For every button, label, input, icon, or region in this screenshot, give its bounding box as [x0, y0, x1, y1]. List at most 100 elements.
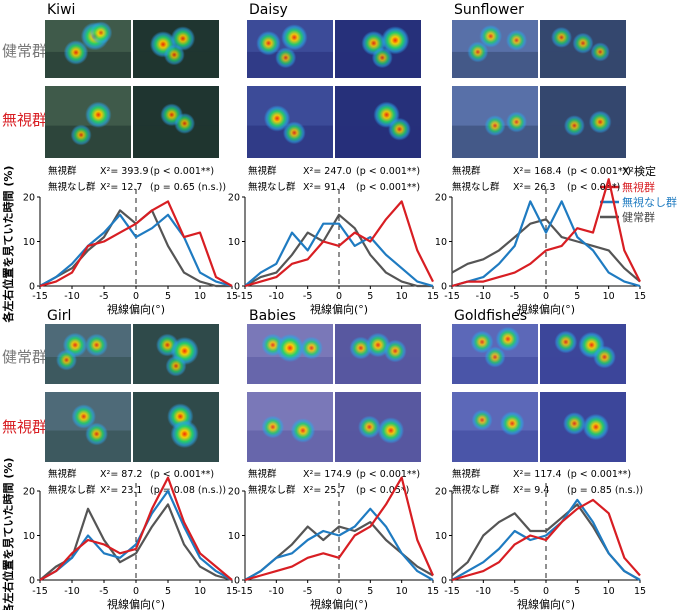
heatmap-shade [335, 430, 421, 462]
fixation-hotspot [506, 111, 527, 133]
y-tick-label: 20 [228, 193, 240, 204]
fixation-hotspot [588, 110, 612, 134]
x-tick-label: -5 [99, 291, 108, 302]
stat-chi2: X²= 393.9 [100, 166, 149, 177]
y-tick-label: 20 [23, 193, 35, 204]
stat-p: (p < 0.001**) [356, 182, 420, 193]
stat-chi2: X²= 87.2 [100, 469, 142, 480]
y-axis-label-top: 各左右位置を見ていた時間 (%) [1, 166, 15, 324]
stat-p: (p = 0.08 (n.s.)) [150, 485, 226, 496]
fixation-hotspot [256, 30, 281, 56]
fixation-hotspot [388, 117, 411, 141]
stat-group: 無視なし群 [248, 484, 296, 496]
panel-title: Sunflower [454, 2, 524, 18]
x-tick-label: 10 [603, 291, 615, 302]
fixation-hotspot [282, 121, 306, 145]
fixation-hotspot [506, 29, 527, 51]
row-label-neglect-bottom: 無視群 [2, 418, 47, 436]
fixation-hotspot [563, 115, 585, 137]
x-tick-label: -15 [444, 291, 460, 302]
fixation-hotspot [85, 333, 108, 357]
fixation-hotspot [582, 413, 610, 441]
fixation-hotspot [163, 44, 185, 66]
stat-p: (p < 0.001**) [567, 469, 631, 480]
fixation-hotspot [174, 112, 196, 134]
stat-group: 無視なし群 [452, 484, 500, 496]
x-axis-label: 視線偏向(°) [310, 597, 368, 610]
fixation-hotspot [551, 26, 572, 48]
x-tick-label: -5 [510, 586, 519, 597]
stat-group: 無視なし群 [452, 181, 500, 193]
series-line-neglect [39, 200, 233, 288]
x-tick-label: 5 [367, 291, 373, 302]
panel-title: Girl [47, 308, 71, 324]
stat-chi2: X²= 26.3 [513, 182, 555, 193]
stat-p: (p < 0.001**) [356, 166, 420, 177]
stat-group: 無視群 [248, 468, 277, 480]
x-tick-label: 15 [226, 586, 238, 597]
x-tick-label: 0 [336, 586, 342, 597]
series-line-neglect [451, 178, 641, 288]
x-tick-label: -10 [64, 291, 80, 302]
x-tick-label: 0 [133, 586, 139, 597]
x-axis-label: 視線偏向(°) [107, 302, 165, 316]
fixation-hotspot [85, 101, 112, 128]
fixation-hotspot [377, 417, 405, 444]
series-line-healthy [451, 218, 641, 283]
y-tick-label: 10 [228, 531, 240, 542]
fixation-hotspot [381, 26, 410, 55]
heatmap-shade [540, 430, 626, 462]
x-axis-label: 視線偏向(°) [517, 597, 575, 610]
heatmap-shade [452, 51, 538, 78]
x-tick-label: -10 [64, 586, 80, 597]
stat-chi2: X²= 91.4 [303, 182, 345, 193]
series-line-neglect [244, 476, 435, 582]
x-tick-label: -15 [32, 586, 48, 597]
stat-p: (p < 0.001**) [150, 166, 214, 177]
panel-title: Goldfishes [454, 308, 527, 324]
fixation-hotspot [170, 419, 199, 449]
legend-title: X²検定 [622, 164, 656, 178]
x-tick-label: -5 [99, 586, 108, 597]
series-line-no-neglect [39, 489, 233, 581]
fixation-hotspot [71, 404, 96, 429]
x-axis-label: 視線偏向(°) [517, 302, 575, 316]
stat-chi2: X²= 117.4 [513, 469, 562, 480]
fixation-hotspot [85, 422, 108, 446]
fixation-hotspot [470, 330, 494, 354]
panel-title: Daisy [249, 2, 288, 18]
panel-title: Babies [249, 308, 296, 324]
stat-p: (p = 0.65 (n.s.)) [150, 182, 226, 193]
series-line-no-neglect [451, 200, 641, 288]
stat-group: 無視群 [452, 468, 481, 480]
series-line-healthy [244, 213, 433, 288]
y-tick-label: 20 [435, 487, 447, 498]
fixation-hotspot [263, 105, 291, 132]
legend-label-neglect: 無視群 [622, 180, 655, 194]
y-tick-label: 0 [441, 282, 447, 293]
x-tick-label: -5 [303, 586, 312, 597]
fixation-hotspot [63, 40, 89, 65]
x-tick-label: -10 [476, 586, 492, 597]
fixation-hotspot [572, 32, 594, 54]
series-line-no-neglect [451, 498, 641, 581]
series-line-neglect [244, 200, 434, 288]
fixation-hotspot [275, 333, 305, 363]
fixation-hotspot [499, 411, 525, 436]
x-tick-label: 5 [367, 586, 373, 597]
y-tick-label: 0 [441, 576, 447, 587]
x-axis-label: 視線偏向(°) [310, 302, 368, 316]
fixation-hotspot [70, 124, 92, 146]
panel-goldfishes: Goldfishes 無視群 X²= 117.4 (p < 0.001**) 無視なし群… [435, 308, 646, 610]
fixation-hotspot [165, 355, 187, 377]
x-tick-label: 5 [165, 291, 171, 302]
stat-group: 無視群 [452, 165, 481, 177]
fixation-hotspot [261, 415, 285, 439]
heatmap-shade [335, 357, 421, 384]
x-tick-label: 10 [603, 586, 615, 597]
x-tick-label: -5 [510, 291, 519, 302]
panel-girl: Girl 無視群 X²= 87.2 (p < 0.001**) 無視なし群 X²= 23.… [23, 308, 238, 610]
y-tick-label: 10 [23, 531, 35, 542]
